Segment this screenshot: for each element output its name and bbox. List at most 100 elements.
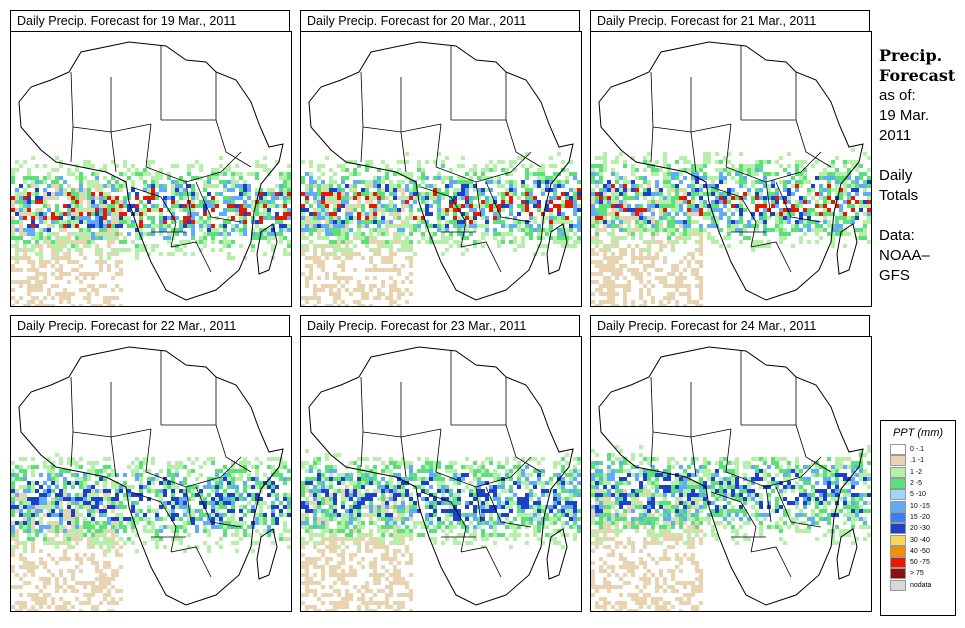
precip-cell <box>199 220 203 224</box>
precip-cell <box>91 200 95 204</box>
precip-cell <box>247 525 251 529</box>
precip-cell <box>35 224 39 228</box>
precip-cell <box>401 228 405 232</box>
precip-cell <box>107 212 111 216</box>
precip-cell <box>159 469 163 473</box>
precip-cell <box>143 180 147 184</box>
precip-cell <box>107 236 111 240</box>
precip-cell <box>707 156 711 160</box>
precip-cell <box>23 505 27 509</box>
precip-cell <box>287 529 291 533</box>
precip-cell <box>381 469 385 473</box>
precip-cell <box>803 160 807 164</box>
precip-cell <box>481 461 485 465</box>
country-border <box>185 181 192 218</box>
precip-cell <box>183 493 187 497</box>
precip-cell <box>199 200 203 204</box>
precip-cell <box>561 200 565 204</box>
precip-cell <box>409 172 413 176</box>
precip-cell <box>239 192 243 196</box>
precip-cell <box>231 240 235 244</box>
precip-cell <box>493 196 497 200</box>
precip-cell <box>337 208 341 212</box>
precip-cell <box>457 481 461 485</box>
precip-cell <box>135 477 139 481</box>
precip-cell <box>481 489 485 493</box>
precip-cell <box>591 188 595 192</box>
precip-cell <box>59 569 63 573</box>
precip-cell <box>599 304 603 306</box>
precip-cell <box>393 284 397 288</box>
precip-cell <box>19 521 23 525</box>
precip-cell <box>377 180 381 184</box>
precip-cell <box>317 256 321 260</box>
precip-cell <box>143 208 147 212</box>
precip-cell <box>755 180 759 184</box>
precip-cell <box>231 533 235 537</box>
precip-cell <box>75 248 79 252</box>
precip-cell <box>481 465 485 469</box>
precip-cell <box>83 228 87 232</box>
precip-cell <box>151 196 155 200</box>
precip-cell <box>389 481 393 485</box>
precip-cell <box>623 208 627 212</box>
precip-cell <box>107 304 111 306</box>
precip-cell <box>377 296 381 300</box>
precip-cell <box>15 212 19 216</box>
country-border <box>145 428 152 473</box>
precip-cell <box>135 196 139 200</box>
precip-map <box>10 336 292 612</box>
precip-cell <box>659 280 663 284</box>
precip-cell <box>211 240 215 244</box>
precip-cell <box>83 585 87 589</box>
precip-cell <box>211 228 215 232</box>
precip-cell <box>175 204 179 208</box>
precip-cell <box>255 477 259 481</box>
precip-cell <box>549 220 553 224</box>
precip-cell <box>679 220 683 224</box>
precip-cell <box>51 264 55 268</box>
precip-cell <box>171 180 175 184</box>
precip-cell <box>827 192 831 196</box>
precip-cell <box>545 184 549 188</box>
precip-cell <box>191 216 195 220</box>
precip-cell <box>111 469 115 473</box>
precip-cell <box>71 525 75 529</box>
precip-cell <box>655 180 659 184</box>
precip-cell <box>23 192 27 196</box>
precip-cell <box>345 244 349 248</box>
precip-cell <box>595 244 599 248</box>
precip-cell <box>163 228 167 232</box>
precip-cell <box>243 216 247 220</box>
precip-cell <box>715 240 719 244</box>
precip-cell <box>349 481 353 485</box>
precip-cell <box>207 192 211 196</box>
precip-cell <box>679 272 683 276</box>
precip-cell <box>119 537 123 541</box>
precip-cell <box>611 240 615 244</box>
precip-cell <box>95 188 99 192</box>
precip-cell <box>465 196 469 200</box>
precip-cell <box>271 248 275 252</box>
precip-cell <box>139 216 143 220</box>
precip-cell <box>425 481 429 485</box>
precip-cell <box>35 585 39 589</box>
precip-cell <box>385 240 389 244</box>
precip-cell <box>283 529 287 533</box>
precip-cell <box>759 244 763 248</box>
precip-cell <box>223 224 227 228</box>
precip-cell <box>31 224 35 228</box>
precip-cell <box>19 477 23 481</box>
precip-cell <box>381 220 385 224</box>
precip-cell <box>99 224 103 228</box>
precip-cell <box>699 164 703 168</box>
precip-cell <box>159 505 163 509</box>
precip-cell <box>381 489 385 493</box>
precip-cell <box>35 188 39 192</box>
precip-cell <box>175 180 179 184</box>
precip-cell <box>517 461 521 465</box>
precip-cell <box>461 164 465 168</box>
precip-cell <box>703 192 707 196</box>
precip-cell <box>159 168 163 172</box>
precip-cell <box>401 220 405 224</box>
